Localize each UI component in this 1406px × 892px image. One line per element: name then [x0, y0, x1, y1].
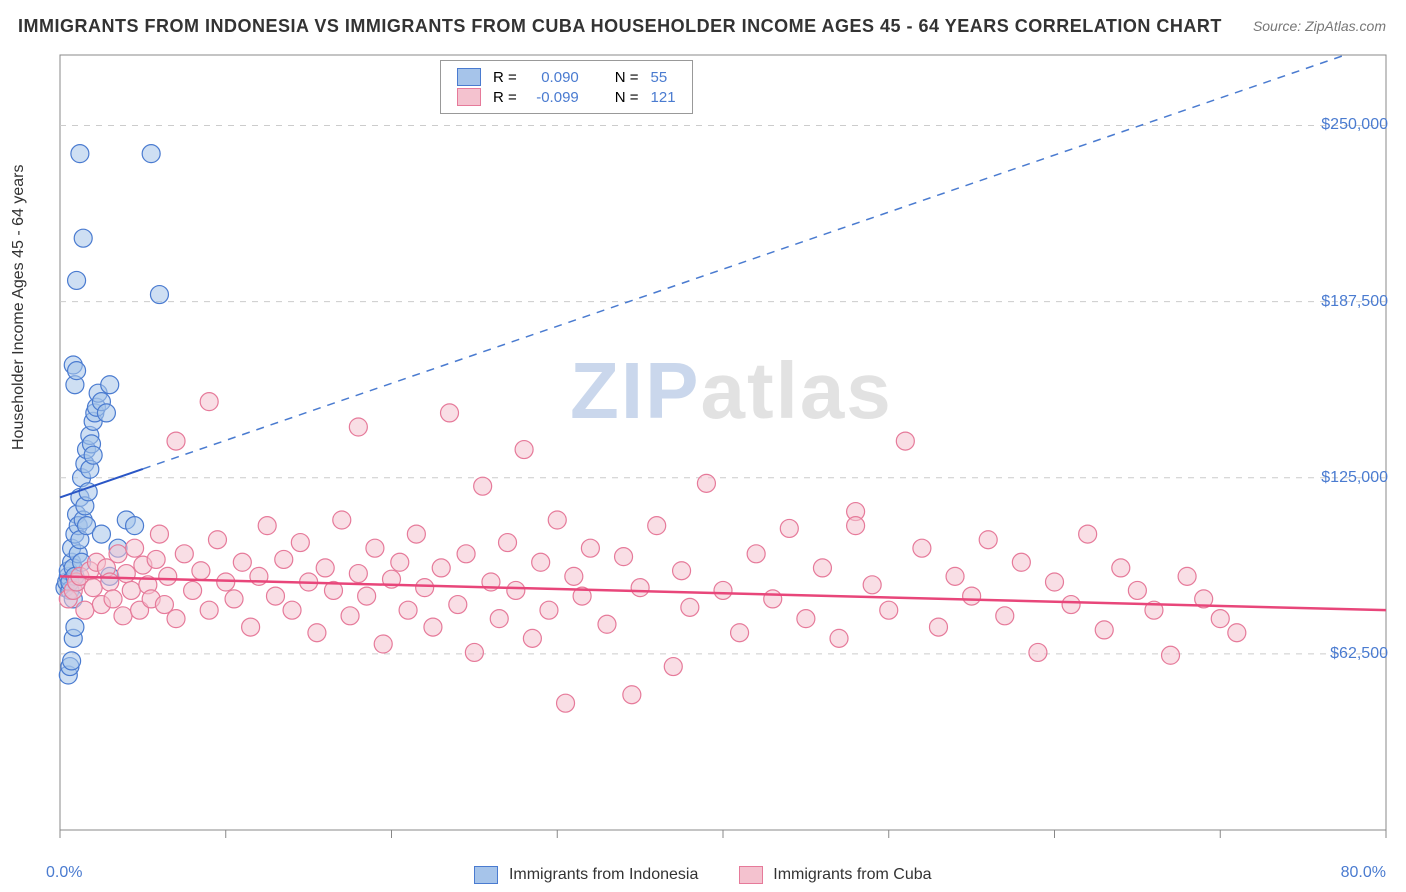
legend-swatch-indonesia	[474, 866, 498, 884]
y-tick-label: $62,500	[1330, 645, 1388, 663]
legend-swatch-cuba	[739, 866, 763, 884]
stats-n-value-1: 121	[645, 87, 682, 107]
y-tick-label: $250,000	[1321, 116, 1388, 134]
stats-row: R = 0.090 N = 55	[451, 67, 682, 87]
stats-n-label: N =	[609, 87, 645, 107]
y-tick-label: $125,000	[1321, 469, 1388, 487]
scatter-plot	[0, 0, 1406, 892]
stats-r-label: R =	[487, 87, 523, 107]
legend-item: Immigrants from Indonesia	[474, 866, 702, 883]
stats-r-value-0: 0.090	[523, 67, 585, 87]
stats-r-value-1: -0.099	[523, 87, 585, 107]
legend-label: Immigrants from Cuba	[773, 866, 931, 883]
legend-label: Immigrants from Indonesia	[509, 866, 698, 883]
chart-container: IMMIGRANTS FROM INDONESIA VS IMMIGRANTS …	[0, 0, 1406, 892]
stats-n-label: N =	[609, 67, 645, 87]
legend-swatch-cuba	[457, 88, 481, 106]
stats-n-value-0: 55	[645, 67, 682, 87]
y-axis-label: Householder Income Ages 45 - 64 years	[10, 165, 28, 451]
stats-r-label: R =	[487, 67, 523, 87]
stats-row: R = -0.099 N = 121	[451, 87, 682, 107]
stats-legend: R = 0.090 N = 55 R = -0.099 N = 121	[440, 60, 693, 114]
y-tick-label: $187,500	[1321, 293, 1388, 311]
legend-item: Immigrants from Cuba	[739, 866, 932, 883]
legend-swatch-indonesia	[457, 68, 481, 86]
bottom-legend: Immigrants from Indonesia Immigrants fro…	[0, 866, 1406, 884]
